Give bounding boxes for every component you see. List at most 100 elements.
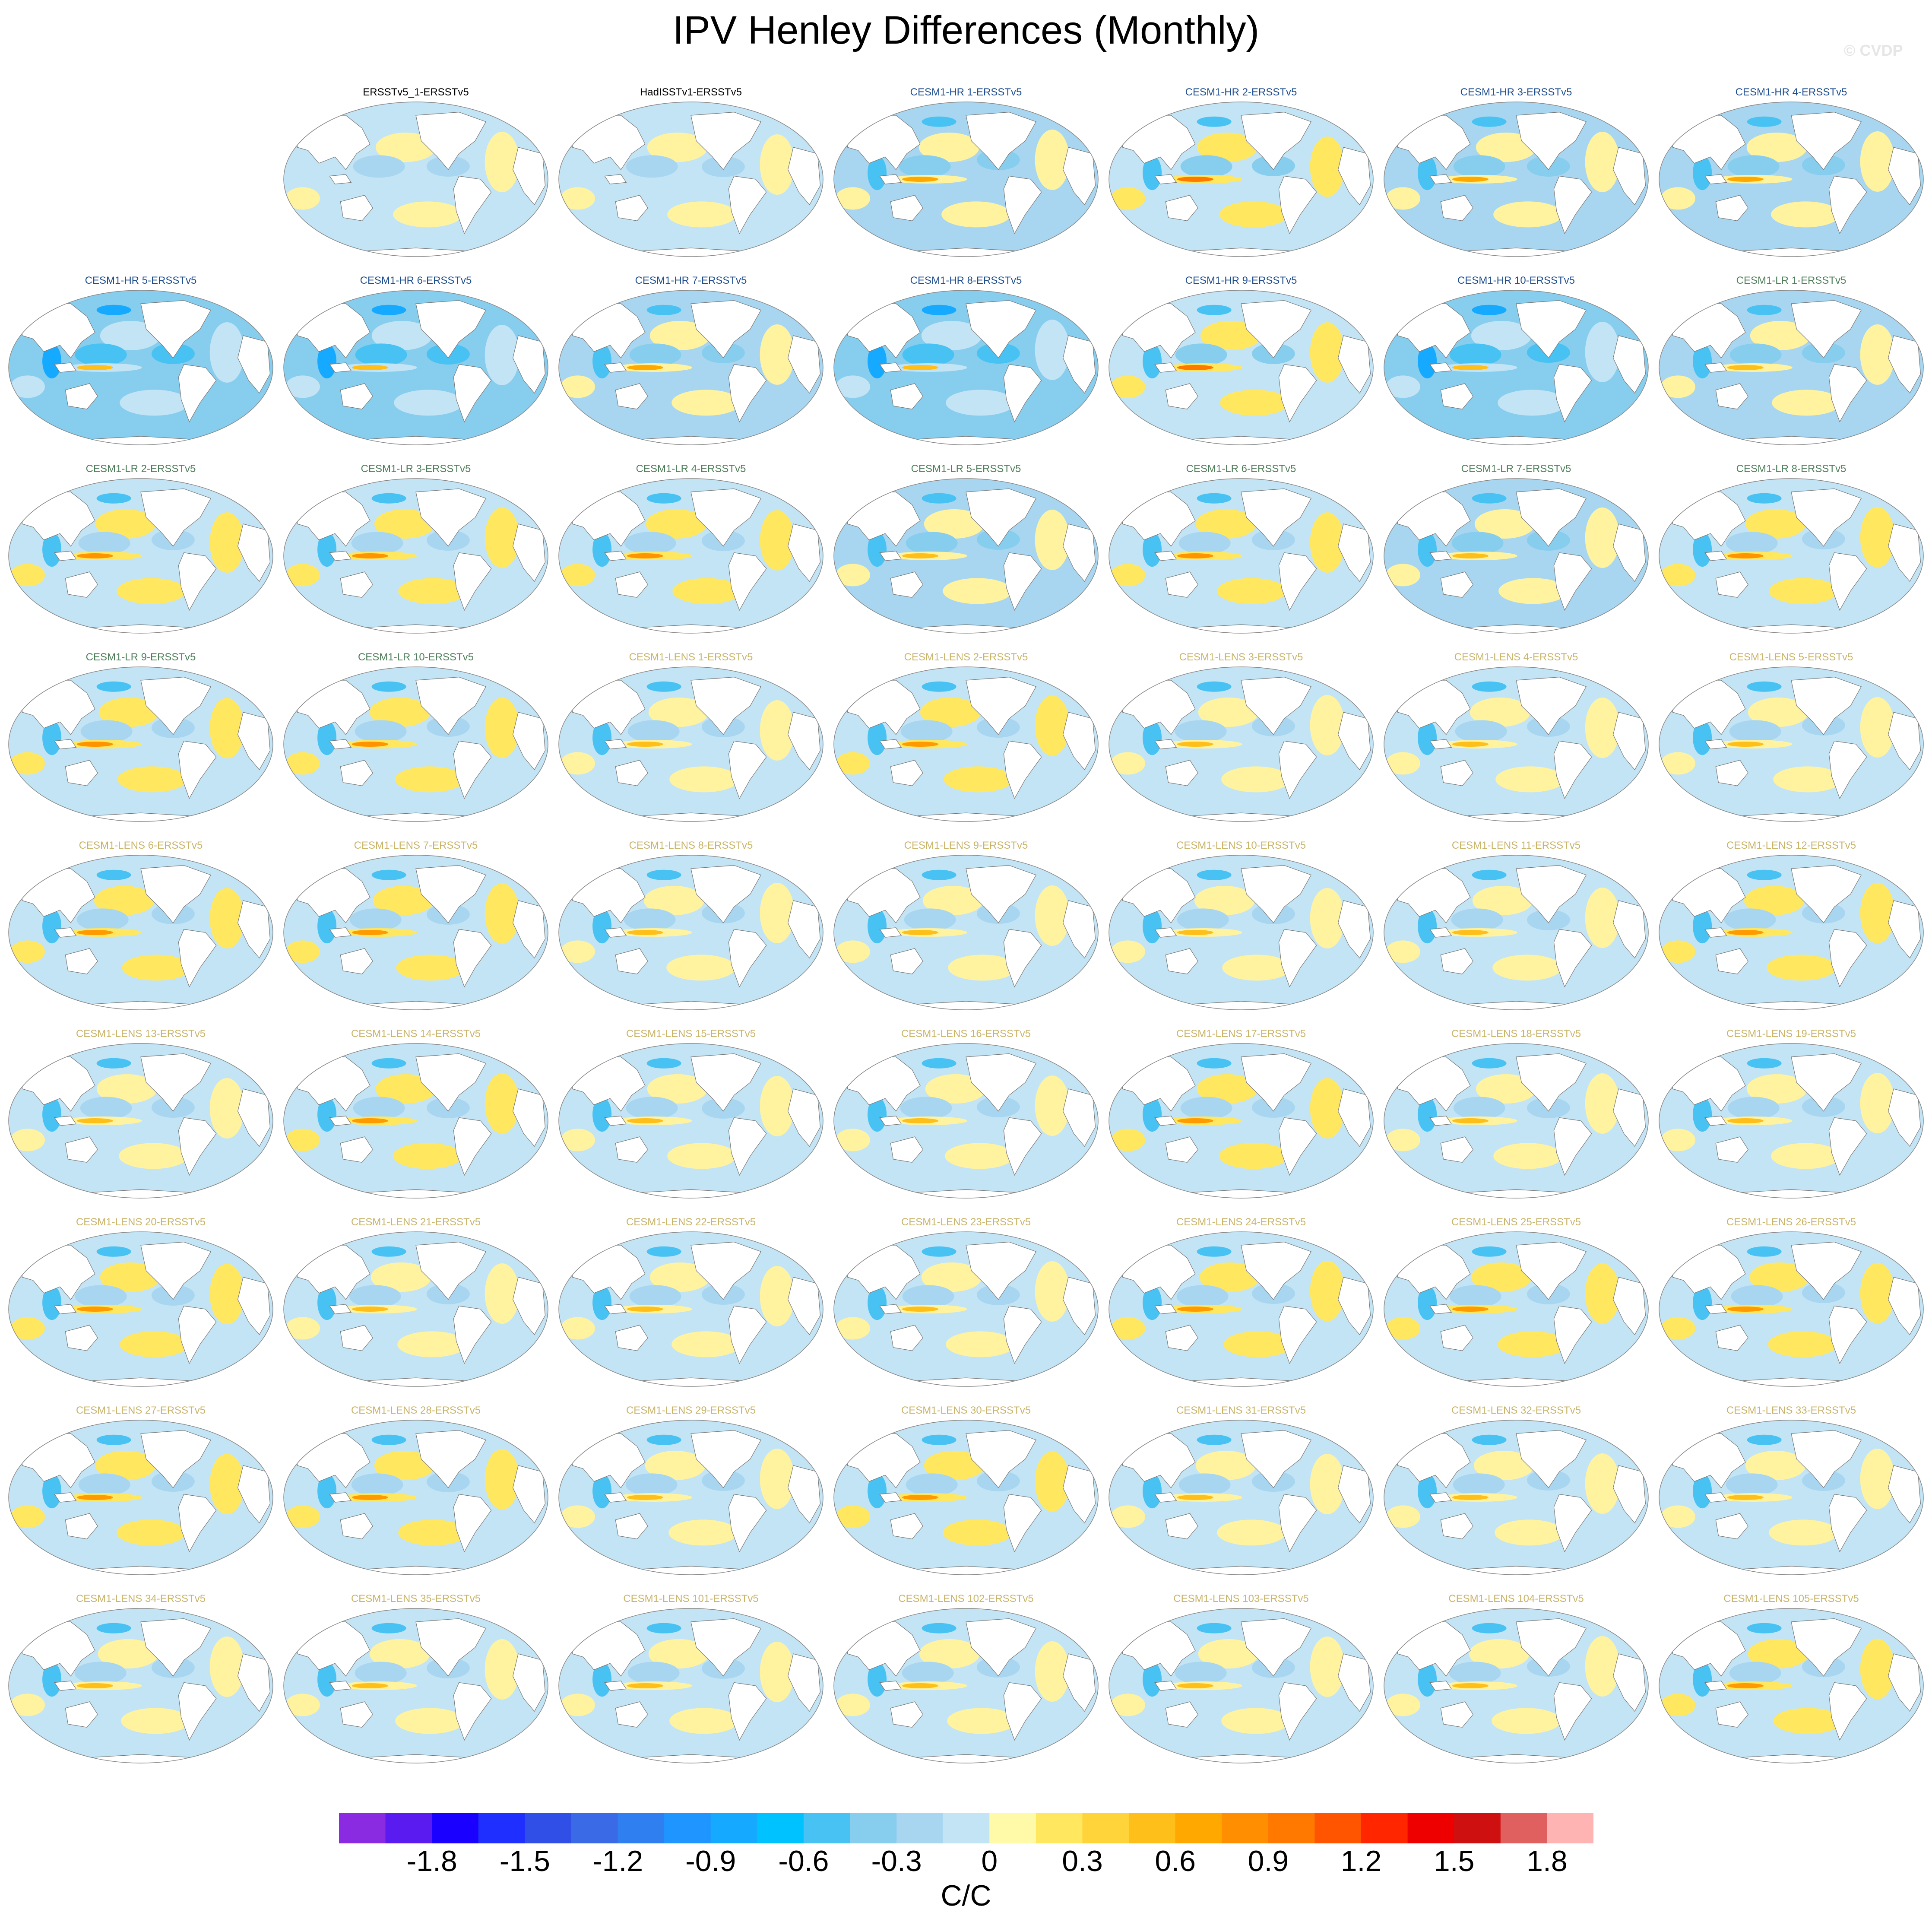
warm-anomaly [1860, 697, 1895, 758]
map-panel: CESM1-LENS 28-ERSSTv5 [281, 1405, 551, 1577]
warm-anomaly [560, 1317, 595, 1340]
warm-anomaly [1219, 1143, 1289, 1169]
colorbar-swatch [710, 1813, 757, 1843]
cool-anomaly [1176, 1285, 1229, 1308]
strong-cool-anomaly [96, 1434, 131, 1445]
cool-anomaly [627, 1662, 680, 1684]
landmass [1440, 1701, 1473, 1728]
landmass [1003, 552, 1042, 611]
map [1109, 666, 1374, 822]
landmass [728, 1494, 767, 1553]
map-panel: CESM1-LENS 17-ERSSTv5 [1106, 1028, 1376, 1201]
strong-cool-anomaly [1472, 1058, 1507, 1069]
landmass [1154, 1304, 1177, 1314]
landmass [1516, 676, 1587, 735]
equatorial-core [902, 1683, 938, 1688]
landmass [1241, 1430, 1312, 1488]
landmass [890, 760, 923, 786]
warm-anomaly [1585, 1263, 1620, 1324]
colorbar-tick-label: -0.6 [778, 1845, 829, 1878]
landmass [1553, 1682, 1592, 1741]
map [558, 1420, 823, 1575]
strong-cool-anomaly [371, 1246, 406, 1257]
panel-title: CESM1-LR 10-ERSSTv5 [358, 651, 474, 663]
panel-title: CESM1-LENS 12-ERSSTv5 [1726, 840, 1856, 851]
warm-anomaly [560, 940, 595, 963]
panel-title: CESM1-LR 5-ERSSTv5 [911, 463, 1021, 475]
panel-title: CESM1-LENS 27-ERSSTv5 [76, 1405, 206, 1416]
panel-title: CESM1-LENS 103-ERSSTv5 [1173, 1593, 1309, 1605]
warm-anomaly [1200, 321, 1261, 350]
warm-anomaly [643, 886, 704, 915]
strong-cool-anomaly [96, 869, 131, 880]
warm-anomaly [1660, 1317, 1695, 1340]
strong-cool-anomaly [1693, 1097, 1712, 1132]
map [1109, 1608, 1374, 1763]
equatorial-core [1452, 1495, 1489, 1500]
landmass [1791, 111, 1862, 170]
landmass [1165, 383, 1198, 409]
colorbar [339, 1813, 1593, 1843]
strong-cool-anomaly [1693, 1474, 1712, 1509]
map [8, 855, 273, 1010]
cool-anomaly [900, 1097, 952, 1120]
panel-title: CESM1-LENS 16-ERSSTv5 [901, 1028, 1031, 1040]
map-border [283, 1608, 548, 1763]
landmass [140, 1241, 212, 1300]
panel-title: CESM1-LENS 101-ERSSTv5 [623, 1593, 759, 1605]
panel-title: CESM1-LENS 1-ERSSTv5 [629, 651, 753, 663]
landmass [54, 1304, 77, 1314]
landmass [140, 676, 212, 735]
map-panel: CESM1-LENS 12-ERSSTv5 [1656, 840, 1926, 1012]
landmass [604, 927, 627, 938]
warm-anomaly [1469, 1639, 1530, 1668]
warm-anomaly [943, 1519, 1012, 1546]
warm-anomaly [1749, 1262, 1810, 1292]
warm-anomaly [121, 1708, 190, 1734]
landmass [1828, 740, 1867, 799]
strong-cool-anomaly [96, 1623, 131, 1633]
warm-anomaly [647, 1074, 708, 1104]
warm-anomaly [560, 375, 595, 398]
landmass [54, 927, 77, 938]
equatorial-core [1452, 930, 1489, 935]
landmass [1278, 929, 1317, 988]
landmass [1553, 552, 1592, 611]
cool-anomaly [1180, 155, 1232, 178]
strong-cool-anomaly [1472, 1246, 1507, 1257]
landmass [966, 1618, 1037, 1677]
map [283, 855, 548, 1010]
panel-title: CESM1-LR 9-ERSSTv5 [86, 651, 196, 663]
panel-title: CESM1-LENS 25-ERSSTv5 [1451, 1216, 1581, 1228]
landmass [415, 488, 487, 547]
warm-anomaly [921, 321, 982, 350]
landmass [1516, 300, 1587, 358]
landmass [728, 1682, 767, 1741]
strong-cool-anomaly [317, 1474, 337, 1509]
colorbar-swatch [1175, 1813, 1222, 1843]
landmass [178, 552, 217, 611]
warm-anomaly [1221, 1708, 1291, 1734]
landmass [890, 1136, 923, 1163]
warm-anomaly [648, 1639, 709, 1668]
warm-anomaly [1768, 1331, 1837, 1357]
strong-cool-anomaly [317, 1662, 337, 1697]
warm-anomaly [1771, 201, 1840, 228]
landmass [615, 1513, 648, 1539]
panel-title: CESM1-LR 2-ERSSTv5 [86, 463, 196, 475]
map-border [1384, 478, 1649, 634]
panel-title: CESM1-LENS 34-ERSSTv5 [76, 1593, 206, 1605]
landmass [604, 1116, 627, 1126]
landmass [690, 111, 762, 170]
map-panel: CESM1-LENS 8-ERSSTv5 [556, 840, 826, 1012]
map-panel: CESM1-LR 10-ERSSTv5 [281, 651, 551, 824]
landmass [615, 195, 648, 221]
cool-anomaly [80, 720, 133, 743]
warm-anomaly [919, 1639, 980, 1668]
strong-cool-anomaly [1747, 1434, 1782, 1445]
cool-anomaly [1453, 1097, 1505, 1120]
warm-anomaly [1035, 1075, 1070, 1136]
warm-anomaly [485, 132, 519, 192]
cool-anomaly [626, 1097, 678, 1120]
equatorial-core [1177, 1683, 1213, 1688]
